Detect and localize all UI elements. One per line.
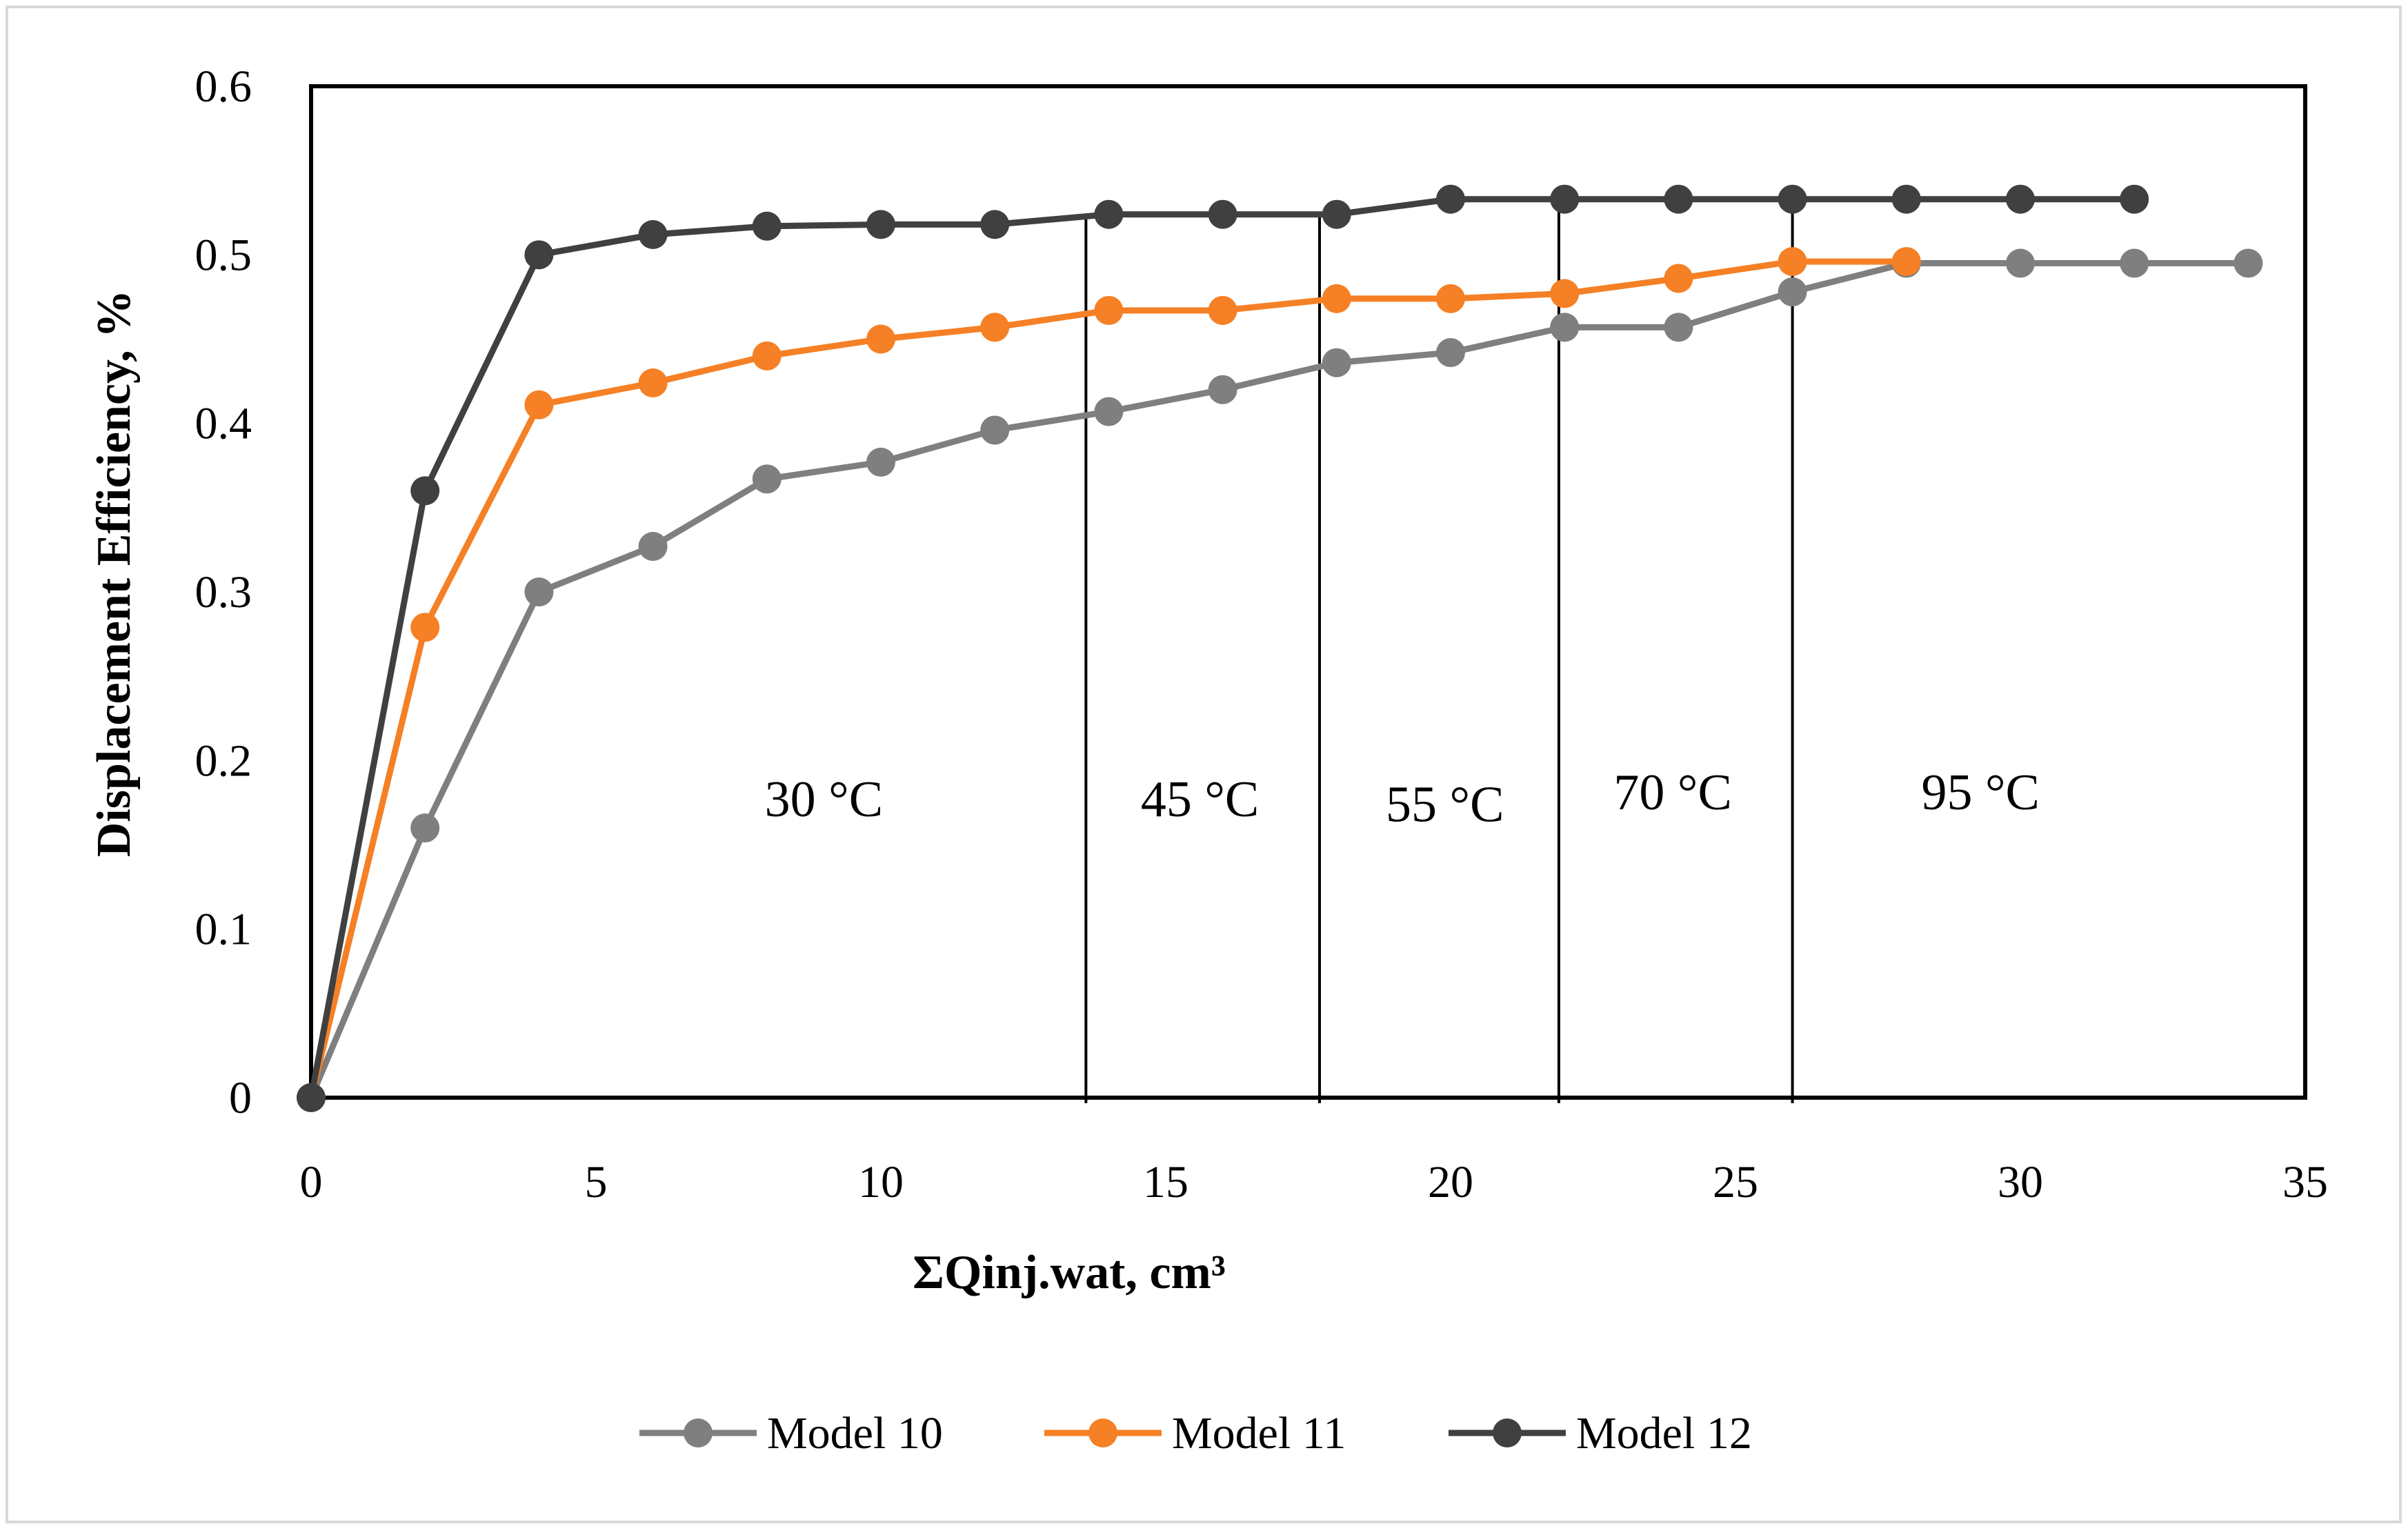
data-point — [410, 476, 440, 506]
data-point — [524, 390, 554, 419]
data-point — [1550, 279, 1580, 308]
y-axis-title: Displacement Efficiency, % — [88, 290, 141, 857]
x-tick-label: 25 — [1713, 1157, 1758, 1207]
data-point — [2233, 248, 2263, 278]
data-point — [524, 577, 554, 606]
data-point — [2120, 248, 2149, 278]
data-point — [524, 240, 554, 270]
y-tick-label: 0.1 — [195, 904, 252, 955]
data-point — [410, 613, 440, 642]
data-point — [752, 211, 782, 241]
x-tick-label: 30 — [1998, 1157, 2043, 1207]
data-point — [1322, 348, 1351, 377]
x-tick-label: 5 — [585, 1157, 608, 1207]
figure-border — [6, 6, 2402, 1523]
legend-label: Model 12 — [1576, 1408, 1752, 1458]
series-model-12 — [297, 184, 2149, 1112]
data-point — [1664, 184, 1693, 214]
legend-label: Model 11 — [1172, 1408, 1346, 1458]
legend-label: Model 10 — [767, 1408, 943, 1458]
data-point — [980, 210, 1010, 239]
data-point — [2006, 248, 2035, 278]
data-point — [1550, 313, 1580, 342]
data-point — [638, 532, 668, 562]
y-tick-label: 0.3 — [195, 567, 252, 617]
x-tick-label: 10 — [858, 1157, 904, 1207]
data-point — [1778, 277, 1807, 307]
legend: Model 10 Model 11 Model 12 — [639, 1408, 1752, 1458]
data-point — [1436, 184, 1465, 214]
legend-marker — [1493, 1418, 1522, 1447]
data-point — [1208, 199, 1237, 229]
y-tick-label: 0 — [229, 1073, 252, 1123]
data-point — [866, 447, 895, 477]
legend-marker — [684, 1418, 713, 1447]
data-point — [1550, 184, 1580, 214]
series-model-11 — [297, 247, 1921, 1112]
temperature-label: 55 °C — [1386, 776, 1504, 833]
data-point — [1094, 397, 1124, 426]
data-point — [752, 341, 782, 370]
data-point — [1094, 199, 1124, 229]
data-point — [1322, 284, 1351, 313]
data-point — [2120, 184, 2149, 214]
temperature-label: 45 °C — [1141, 771, 1259, 828]
legend-marker — [1088, 1418, 1117, 1447]
data-point — [866, 210, 895, 239]
data-point — [1436, 338, 1465, 368]
data-point — [980, 313, 1010, 342]
data-point — [638, 220, 668, 250]
data-point — [1322, 199, 1351, 229]
plot-area-frame — [309, 84, 2307, 1100]
data-point — [752, 464, 782, 494]
data-point — [1778, 247, 1807, 277]
data-point — [1208, 295, 1237, 325]
y-tick-label: 0.2 — [195, 735, 252, 786]
data-point — [866, 324, 895, 354]
data-point — [1664, 313, 1693, 342]
legend-item: Model 11 — [1044, 1408, 1346, 1458]
x-tick-label: 0 — [300, 1157, 323, 1207]
y-tick-label: 0.5 — [195, 230, 252, 280]
x-axis-title: ΣQinj.wat, cm³ — [913, 1246, 1226, 1299]
data-point — [1891, 184, 1921, 214]
x-tick-label: 35 — [2282, 1157, 2328, 1207]
temperature-label: 95 °C — [1921, 764, 2039, 821]
data-point — [1208, 375, 1237, 404]
series-line — [308, 260, 2249, 1099]
y-tick-label: 0.6 — [195, 61, 252, 112]
data-point — [2006, 184, 2035, 214]
data-point — [1778, 184, 1807, 214]
y-tick-label: 0.4 — [195, 399, 252, 449]
x-tick-label: 15 — [1143, 1157, 1188, 1207]
data-point — [1891, 247, 1921, 277]
temperature-label: 70 °C — [1613, 764, 1731, 821]
data-point — [1436, 284, 1465, 313]
data-point — [410, 813, 440, 843]
data-point — [980, 415, 1010, 445]
legend-item: Model 12 — [1449, 1408, 1752, 1458]
legend-item: Model 10 — [639, 1408, 943, 1458]
data-point — [297, 1083, 326, 1112]
data-point — [1094, 295, 1124, 325]
data-point — [638, 368, 668, 398]
data-point — [1664, 264, 1693, 293]
x-tick-label: 20 — [1428, 1157, 1473, 1207]
temperature-label: 30 °C — [765, 771, 883, 828]
